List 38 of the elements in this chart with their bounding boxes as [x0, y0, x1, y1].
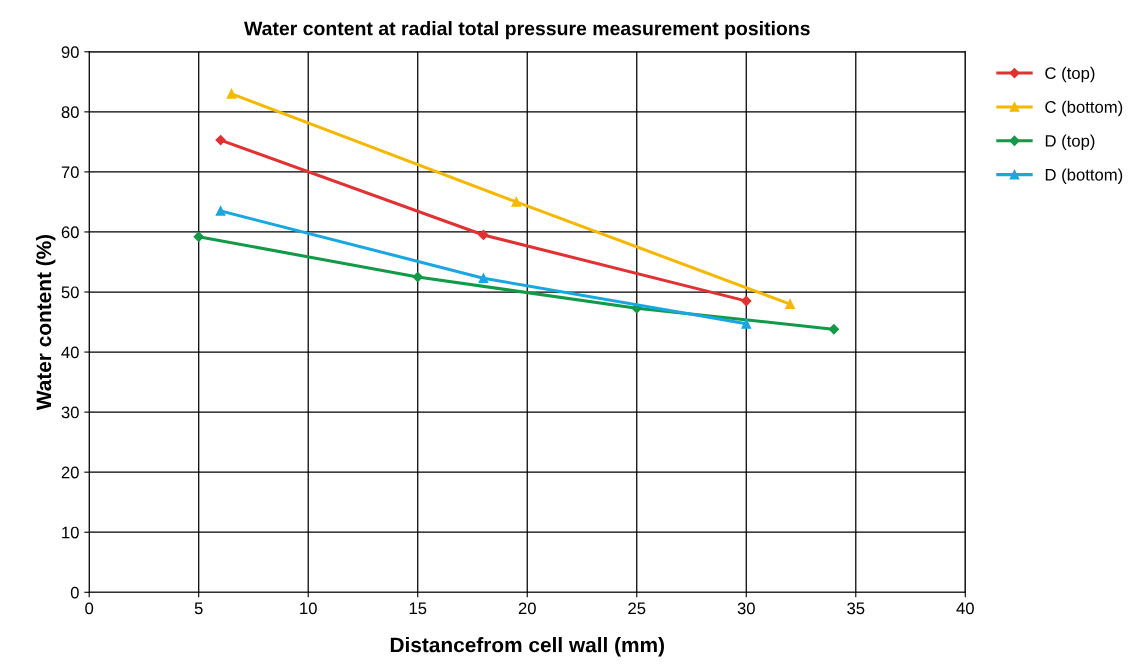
legend-label: C (bottom)	[1045, 100, 1123, 117]
point	[412, 271, 423, 283]
point	[478, 229, 489, 241]
y-tick-label: 40	[61, 346, 79, 359]
point	[226, 88, 237, 99]
legend-label: D (top)	[1045, 134, 1095, 151]
x-tick-label: 10	[300, 602, 317, 615]
point	[741, 295, 752, 307]
y-tick-label: 70	[61, 166, 79, 179]
y-tick-label: 10	[62, 526, 79, 539]
y-tick-label: 0	[70, 586, 79, 599]
y-tick-label: 50	[61, 286, 79, 299]
point	[828, 324, 839, 335]
x-axis-title: Distancefrom cell wall (mm)	[390, 636, 664, 657]
y-tick-label: 20	[61, 466, 79, 479]
point	[741, 318, 752, 329]
y-tick-label: 80	[61, 106, 79, 119]
x-tick-label: 40	[956, 602, 974, 615]
y-axis-title: Water content (%)	[35, 234, 56, 411]
x-tick-label: 20	[518, 602, 536, 615]
y-tick-label: 90	[61, 46, 79, 58]
legend-label: D (bottom)	[1045, 168, 1123, 184]
point	[511, 197, 522, 207]
x-tick-label: 25	[628, 602, 646, 615]
point	[215, 134, 226, 146]
point	[785, 299, 795, 309]
y-tick-label: 60	[61, 226, 79, 239]
x-tick-label: 0	[85, 602, 94, 615]
x-tick-label: 30	[737, 602, 755, 615]
chart-title: Water content at radial total pressure measurement positions	[244, 21, 810, 40]
legend-label: C (top)	[1045, 66, 1095, 83]
point	[215, 206, 226, 216]
x-tick-label: 35	[847, 602, 865, 615]
y-tick-label: 30	[61, 406, 79, 419]
x-tick-label: 15	[409, 602, 427, 615]
x-tick-label: 5	[194, 602, 203, 615]
point	[478, 273, 489, 284]
point	[193, 231, 204, 242]
